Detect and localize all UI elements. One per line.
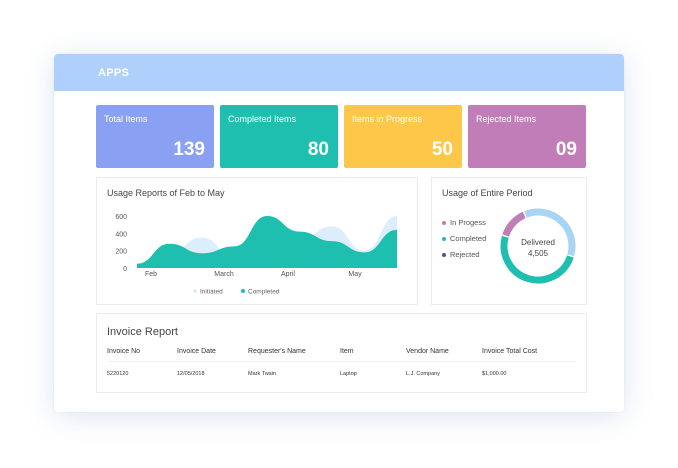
invoice-report-title: Invoice Report xyxy=(107,326,178,338)
stat-card-total[interactable]: Total Items 139 xyxy=(96,105,214,168)
period-usage-title: Usage of Entire Period xyxy=(442,188,533,198)
legend-dot xyxy=(442,220,446,225)
stat-label: Completed Items xyxy=(228,114,297,124)
table-cell-invoice-date: 12/05/2018 xyxy=(177,371,205,377)
stat-label: Total Items xyxy=(104,114,148,124)
column-header-vendor[interactable]: Vendor Name xyxy=(406,348,449,355)
column-header-requester[interactable]: Requester's Name xyxy=(248,348,306,355)
donut-center-label: Delivered xyxy=(521,238,555,247)
legend-dot xyxy=(442,236,446,241)
legend-rejected: Rejected xyxy=(442,250,480,259)
donut-slice-completed xyxy=(500,235,574,284)
x-tick-label: Feb xyxy=(145,271,157,278)
legend-dot xyxy=(193,289,197,293)
table-cell-requester: Mark Twain xyxy=(248,371,277,377)
table-cell-vendor: L.J. Company xyxy=(406,371,440,377)
usage-area-chart: 0 200 400 600 Feb March April May Initiated Compl… xyxy=(115,214,397,296)
x-tick-label: April xyxy=(281,271,295,278)
x-tick-label: May xyxy=(348,271,362,278)
stat-value: 09 xyxy=(555,139,577,160)
app-title: APPS xyxy=(98,67,130,79)
stat-label: Items in Progress xyxy=(352,114,423,124)
top-bar: APPS xyxy=(54,54,624,91)
usage-report-title: Usage Reports of Feb to May xyxy=(107,188,225,198)
x-tick-label: March xyxy=(214,271,234,278)
stat-value: 50 xyxy=(431,139,453,160)
stat-value: 139 xyxy=(173,139,205,160)
stat-card-completed[interactable]: Completed Items 80 xyxy=(220,105,338,168)
stat-value: 80 xyxy=(307,139,329,160)
legend-label-completed: Completed xyxy=(248,289,280,296)
legend-label: In Progess xyxy=(450,218,486,227)
table-cell-item: Laptop xyxy=(340,371,357,377)
legend-dot xyxy=(442,252,446,257)
stat-label: Rejected Items xyxy=(476,114,537,124)
legend-label: Completed xyxy=(450,234,487,243)
column-header-invoice-date[interactable]: Invoice Date xyxy=(177,348,216,355)
series-area-completed xyxy=(137,216,397,268)
stat-card-rejected[interactable]: Rejected Items 09 xyxy=(468,105,586,168)
donut-slice-rejected xyxy=(524,208,576,257)
y-tick-label: 400 xyxy=(115,231,127,238)
donut-slice-in-progress xyxy=(502,211,526,237)
period-donut-chart: Delivered 4,505 xyxy=(500,208,576,284)
donut-center-value: 4,505 xyxy=(528,249,549,258)
period-usage-panel: Usage of Entire Period In Progess Comple… xyxy=(431,177,587,305)
invoice-report-panel: Invoice Report Invoice No Invoice Date R… xyxy=(96,313,587,393)
legend-label-initiated: Initiated xyxy=(200,289,223,296)
legend-in-progress: In Progess xyxy=(442,218,486,227)
table-divider xyxy=(107,361,576,362)
y-tick-label: 0 xyxy=(123,266,127,273)
stat-card-in-progress[interactable]: Items in Progress 50 xyxy=(344,105,462,168)
y-tick-label: 200 xyxy=(115,249,127,256)
legend-label: Rejected xyxy=(450,250,480,259)
column-header-item[interactable]: Item xyxy=(340,348,354,355)
dashboard-card: APPS Total Items 139 Completed Items 80 … xyxy=(54,54,624,412)
usage-report-panel: Usage Reports of Feb to May 0 200 400 600 Fe… xyxy=(96,177,418,305)
column-header-total-cost[interactable]: Invoice Total Cost xyxy=(482,348,538,355)
legend-completed: Completed xyxy=(442,234,486,243)
y-tick-label: 600 xyxy=(115,214,127,221)
legend-dot xyxy=(241,289,245,293)
table-cell-total-cost: $1,000.00 xyxy=(482,371,507,377)
table-cell-invoice-no: 5220120 xyxy=(107,371,129,377)
column-header-invoice-no[interactable]: Invoice No xyxy=(107,348,141,355)
